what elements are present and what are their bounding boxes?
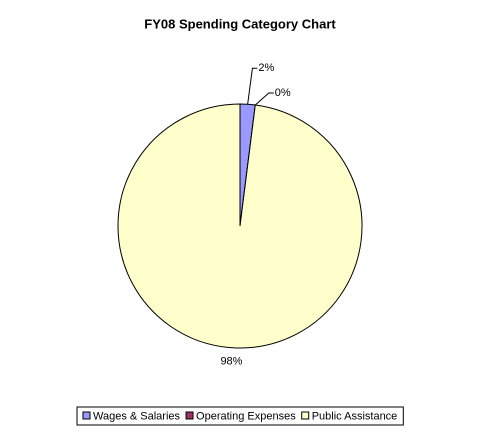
legend: Wages & Salaries Operating Expenses Public… <box>76 406 404 426</box>
data-label: 98% <box>220 356 242 368</box>
legend-label: Operating Expenses <box>196 410 296 422</box>
legend-swatch <box>185 411 194 420</box>
legend-swatch <box>82 411 91 420</box>
leader-line <box>254 92 274 106</box>
legend-label: Wages & Salaries <box>93 410 181 422</box>
legend-swatch <box>301 411 310 420</box>
data-label: 0% <box>275 87 291 99</box>
data-label: 2% <box>258 62 274 74</box>
legend-box <box>76 406 404 426</box>
legend-label: Public Assistance <box>312 410 398 422</box>
pie-slice <box>117 103 363 349</box>
chart-title: FY08 Spending Category Chart <box>144 16 336 31</box>
leader-line <box>247 67 258 105</box>
